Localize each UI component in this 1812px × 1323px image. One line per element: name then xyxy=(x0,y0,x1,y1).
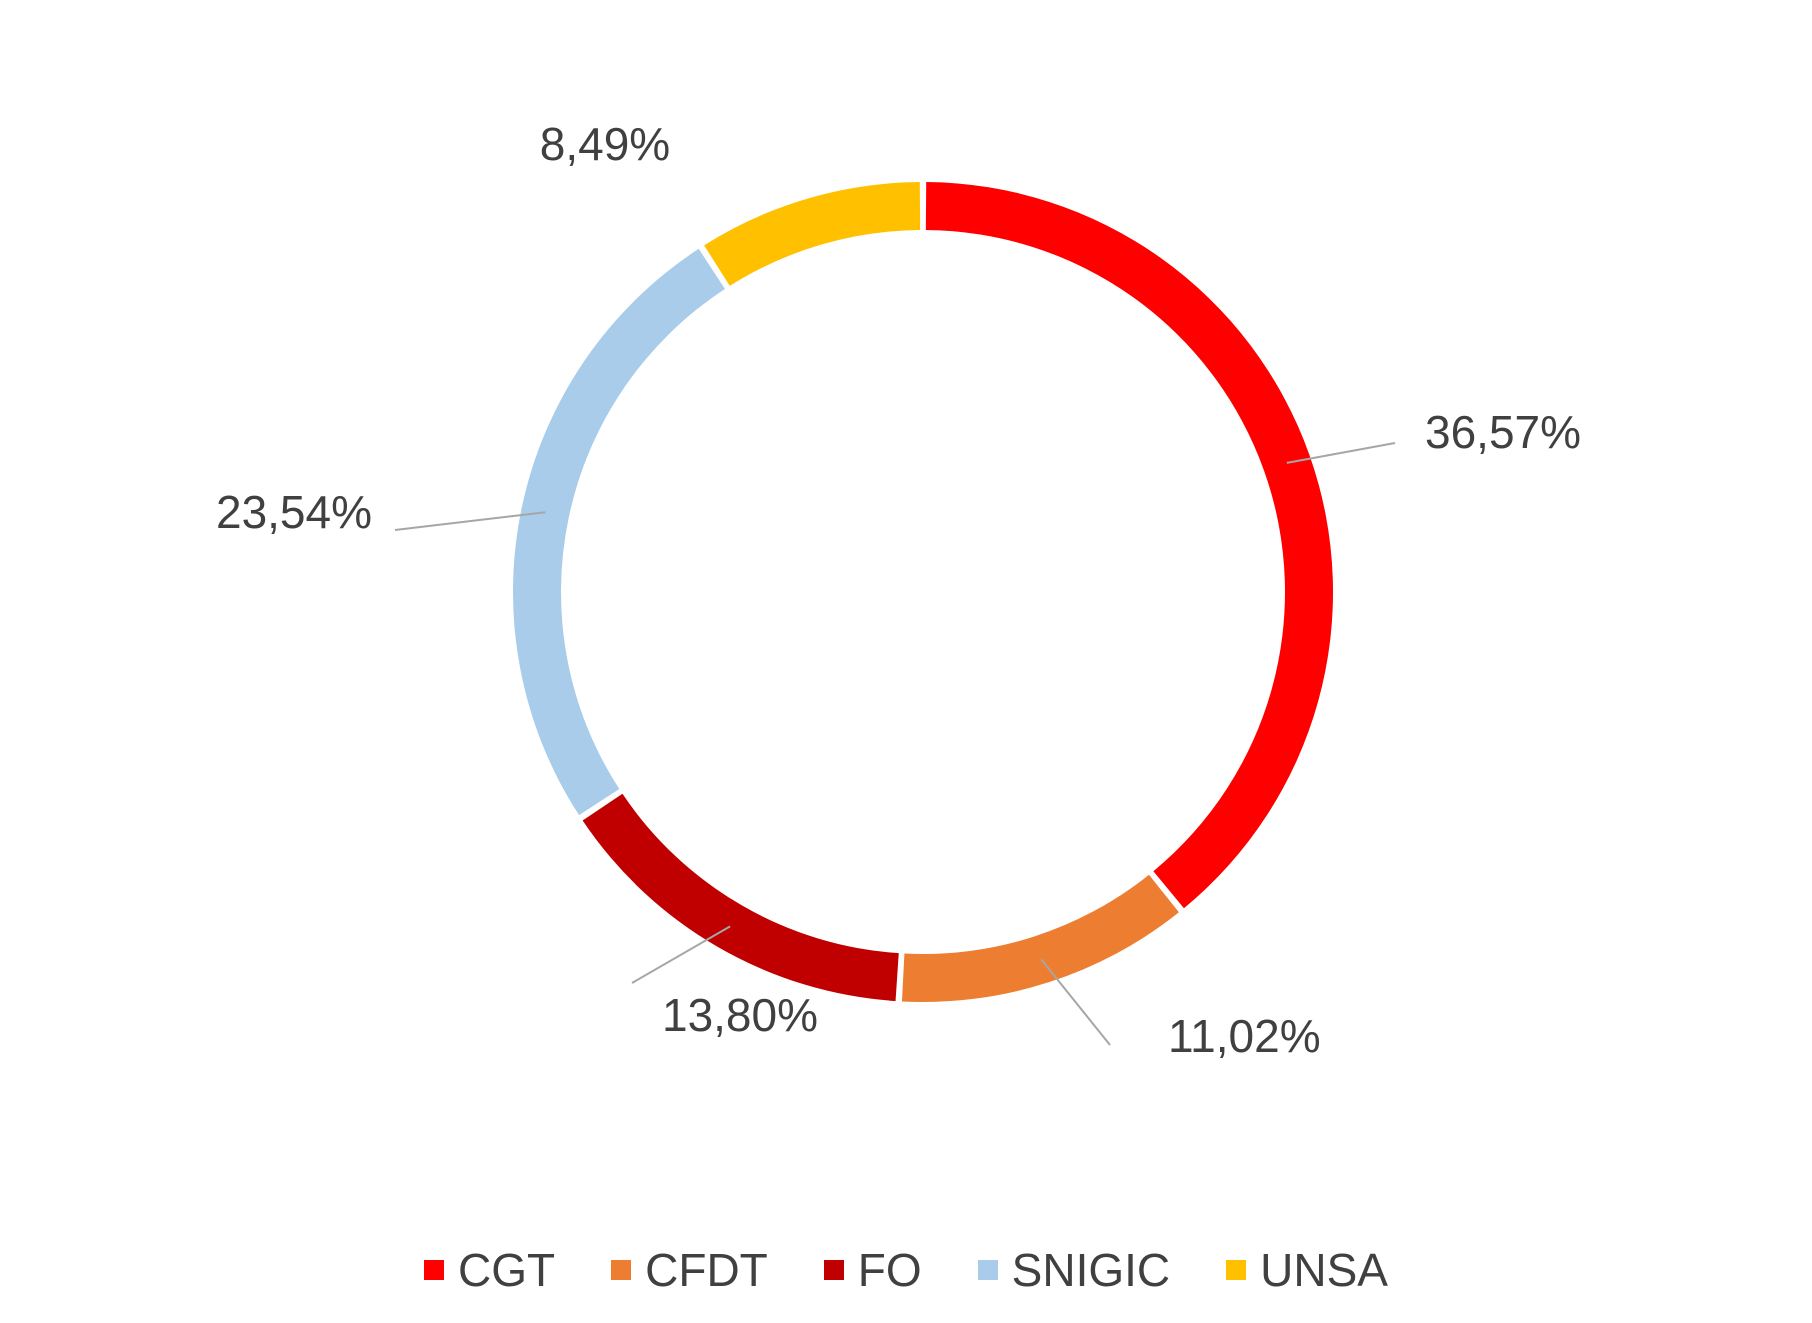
legend-label-cfdt: CFDT xyxy=(645,1244,768,1296)
data-label-fo: 13,80% xyxy=(662,989,818,1041)
data-label-cfdt: 11,02% xyxy=(1168,1010,1321,1062)
data-label-snigic: 23,54% xyxy=(216,486,372,538)
legend-label-fo: FO xyxy=(857,1244,922,1296)
legend-item-cfdt: CFDT xyxy=(611,1247,768,1293)
slice-cfdt xyxy=(901,874,1179,1002)
legend-label-snigic: SNIGIC xyxy=(1011,1244,1171,1296)
slice-fo xyxy=(582,793,899,1002)
legend-swatch-snigic xyxy=(977,1260,998,1280)
leader-line-fo xyxy=(631,925,731,984)
data-label-cgt: 36,57% xyxy=(1425,406,1581,458)
legend-label-cgt: CGT xyxy=(458,1244,556,1296)
donut-slices xyxy=(513,182,1334,1002)
leader-lines xyxy=(394,442,1396,1046)
legend-item-fo: FO xyxy=(823,1244,922,1296)
legend-swatch-unsa xyxy=(1226,1260,1247,1280)
leader-line-snigic xyxy=(394,511,546,531)
legend-swatch-cfdt xyxy=(611,1260,632,1280)
legend-label-unsa: UNSA xyxy=(1260,1244,1388,1296)
data-labels: 36,57% 11,02% 13,80% 23,54% 8,49% xyxy=(216,118,1581,1062)
chart-legend: CGT CFDT FO SNIGIC UNSA xyxy=(0,1235,1812,1305)
slice-snigic xyxy=(513,248,725,816)
legend-swatch-fo xyxy=(823,1260,844,1280)
slice-cgt xyxy=(925,182,1334,909)
legend-item-unsa: UNSA xyxy=(1226,1247,1388,1293)
legend-item-cgt: CGT xyxy=(424,1247,555,1293)
legend-swatch-cgt xyxy=(424,1260,445,1280)
legend-item-snigic: SNIGIC xyxy=(977,1244,1171,1296)
data-label-unsa: 8,49% xyxy=(540,118,670,170)
leader-line-cfdt xyxy=(1040,958,1111,1046)
slice-unsa xyxy=(704,182,921,286)
leader-line-cgt xyxy=(1286,442,1396,464)
